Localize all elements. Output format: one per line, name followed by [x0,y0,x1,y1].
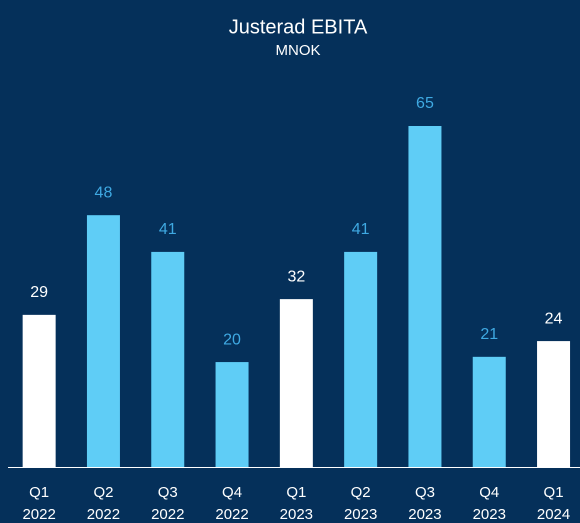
x-tick-label: 2022 [87,506,120,523]
data-label: 29 [30,284,48,301]
data-label: 24 [545,310,563,327]
bar [472,356,506,467]
chart-subtitle: MNOK [276,42,321,59]
bar [86,215,120,467]
x-tick-label: 2022 [151,506,184,523]
data-label: 21 [480,326,498,343]
x-tick-label: Q3 [158,484,178,501]
x-tick-label: 2023 [344,506,377,523]
x-tick-label: Q1 [286,484,306,501]
data-label: 48 [95,184,113,201]
bar [408,126,442,467]
bar [151,251,185,467]
chart-title: Justerad EBITA [229,16,368,38]
data-label: 20 [223,331,241,348]
x-tick-label: 2023 [280,506,313,523]
x-tick-label: Q1 [544,484,564,501]
x-tick-label: 2022 [215,506,248,523]
x-tick-label: Q2 [93,484,113,501]
data-label: 32 [287,268,305,285]
x-tick-label: 2023 [408,506,441,523]
x-tick-label: Q4 [479,484,499,501]
data-label: 41 [352,221,370,238]
bar [22,314,56,467]
data-label: 41 [159,221,177,238]
bar [215,362,249,467]
x-tick-label: Q4 [222,484,242,501]
x-tick-label: 2023 [473,506,506,523]
bar [344,251,378,467]
data-label: 65 [416,95,434,112]
bar [537,341,571,467]
x-tick-label: Q1 [29,484,49,501]
x-tick-label: Q3 [415,484,435,501]
x-tick-label: 2022 [22,506,55,523]
x-tick-label: Q2 [351,484,371,501]
x-tick-label: 2024 [537,506,570,523]
bar [279,299,313,467]
